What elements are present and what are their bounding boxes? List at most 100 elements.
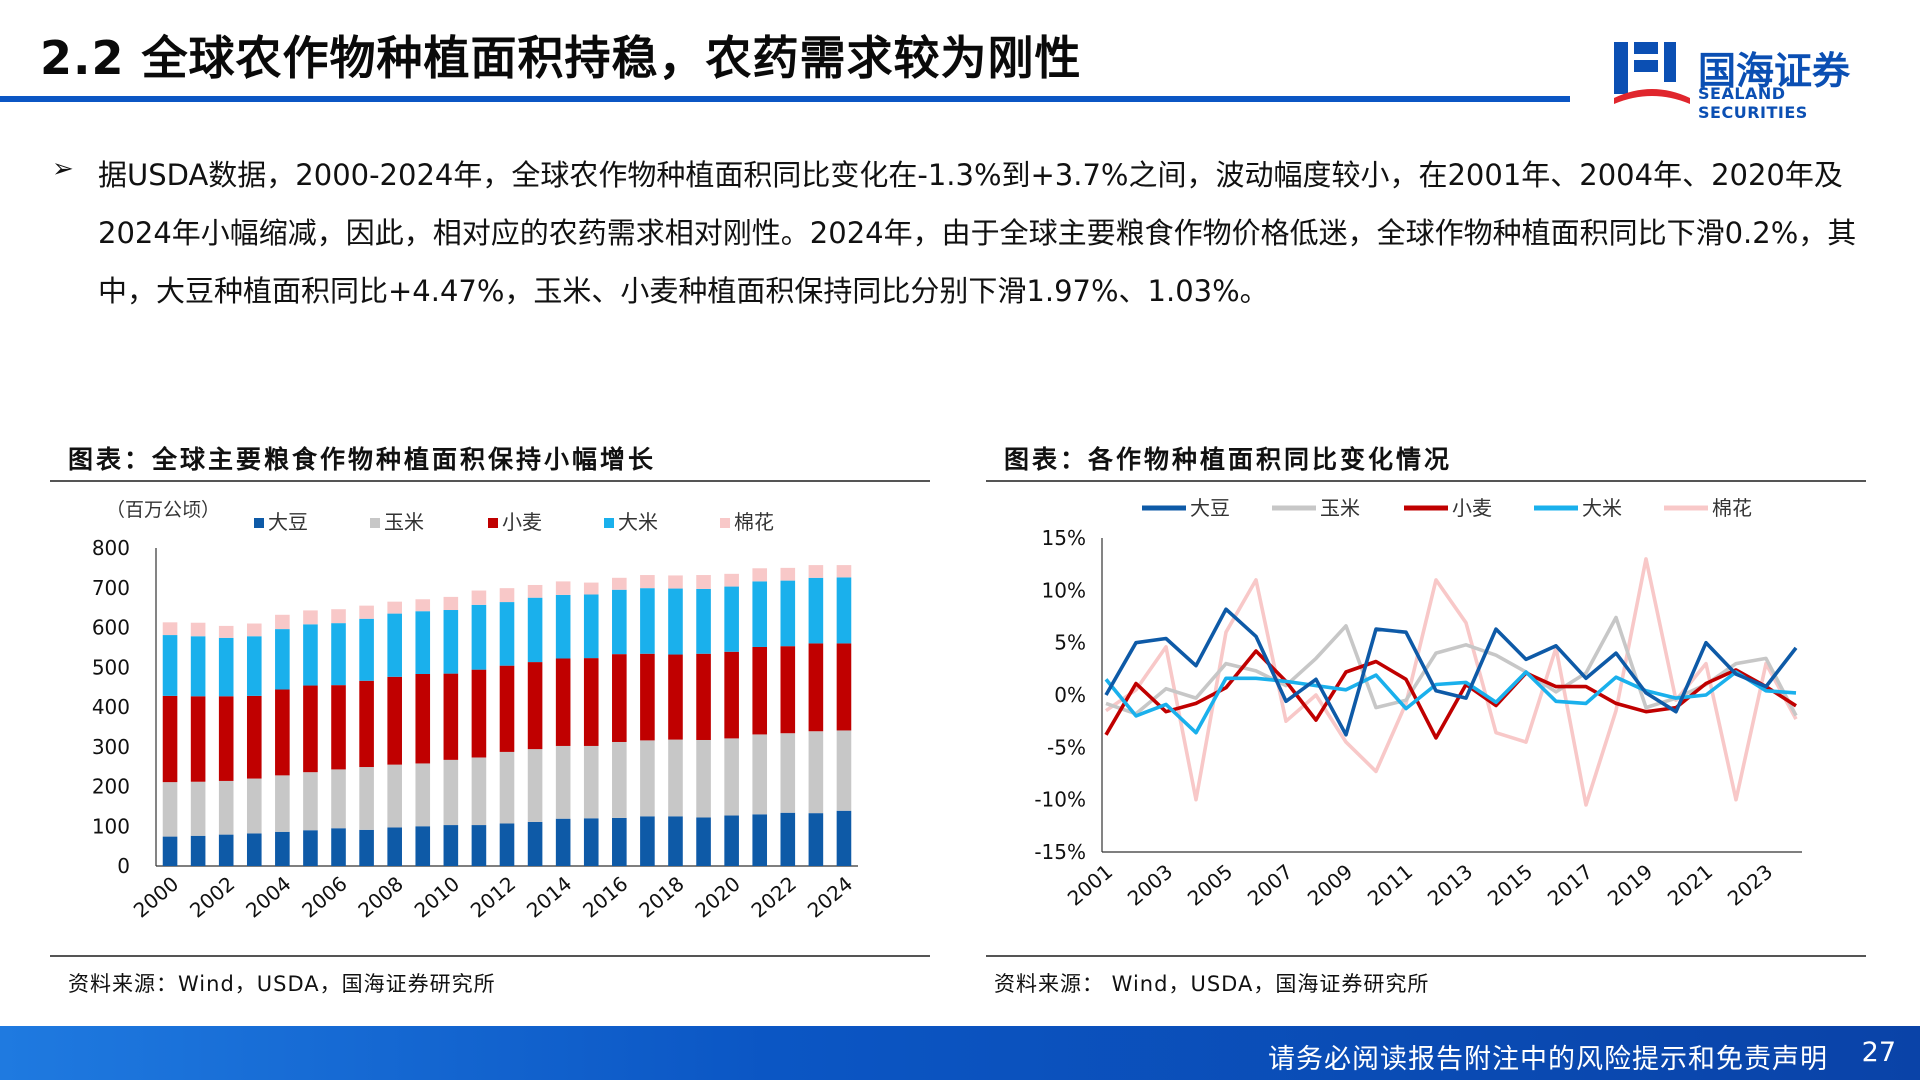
bar-segment-0 xyxy=(724,815,739,866)
series-line-0 xyxy=(1104,607,1798,737)
bar-segment-2 xyxy=(218,696,234,781)
bar-segment-4 xyxy=(555,581,571,595)
bar-segment-4 xyxy=(246,623,262,637)
left-chart-bottom-rule xyxy=(50,955,930,957)
bar-segment-4 xyxy=(668,575,683,589)
bar-segment-1 xyxy=(499,751,515,824)
bar-segment-4 xyxy=(583,582,599,595)
bar-segment-2 xyxy=(836,643,852,731)
bar-segment-1 xyxy=(387,764,402,828)
x-tick-label: 2024 xyxy=(803,871,857,922)
bar-segment-3 xyxy=(583,594,599,659)
y-tick-label: 5% xyxy=(1054,631,1086,655)
bar-segment-4 xyxy=(527,584,543,598)
bar-segment-0 xyxy=(836,810,852,866)
y-tick-label: 15% xyxy=(1042,526,1086,550)
y-unit-label: （百万公顷） xyxy=(106,499,220,521)
y-tick-label: 10% xyxy=(1042,578,1086,602)
bar-segment-2 xyxy=(640,653,655,741)
bar-segment-2 xyxy=(415,674,431,764)
legend-label-0: 大豆 xyxy=(1190,496,1230,520)
bar-segment-3 xyxy=(218,637,234,697)
bar-segment-3 xyxy=(555,594,571,659)
x-tick-label: 2011 xyxy=(1363,859,1417,910)
bar-segment-1 xyxy=(415,763,431,827)
bar-segment-4 xyxy=(696,575,711,589)
bar-segment-2 xyxy=(246,695,262,779)
bar-segment-2 xyxy=(190,696,206,782)
right-chart-bottom-rule xyxy=(986,955,1866,957)
bar-segment-1 xyxy=(555,745,571,819)
bar-segment-1 xyxy=(246,778,262,834)
x-tick-label: 2017 xyxy=(1543,859,1597,910)
bar-segment-4 xyxy=(752,568,768,582)
sealand-logo-icon xyxy=(1614,42,1690,104)
bar-segment-3 xyxy=(162,635,178,696)
brand-logo: 国海证券 SEALAND SECURITIES xyxy=(1612,36,1892,122)
disclaimer-link[interactable]: 请务必阅读报告附注中的风险提示和免责声明 xyxy=(1268,1044,1828,1075)
bar-segment-0 xyxy=(387,827,402,866)
bar-segment-1 xyxy=(668,739,683,817)
bar-segment-0 xyxy=(780,812,796,866)
footer-bar: 请务必阅读报告附注中的风险提示和免责声明 27 xyxy=(0,1026,1920,1080)
bar-segment-4 xyxy=(162,622,178,636)
bar-segment-0 xyxy=(218,834,234,866)
y-tick-label: 500 xyxy=(92,655,130,679)
bar-segment-3 xyxy=(415,611,431,675)
left-chart-top-rule xyxy=(50,480,930,482)
bar-segment-2 xyxy=(443,673,459,760)
logo-text-en: SEALAND SECURITIES xyxy=(1698,84,1808,122)
bar-segment-0 xyxy=(499,823,515,866)
bar-segment-0 xyxy=(303,830,318,866)
bar-segment-2 xyxy=(275,689,290,776)
y-tick-label: 300 xyxy=(92,735,130,759)
bar-segment-1 xyxy=(640,740,655,817)
bar-segment-4 xyxy=(808,565,824,578)
bar-segment-1 xyxy=(808,731,824,814)
y-tick-label: 600 xyxy=(92,616,130,640)
legend-label-2: 小麦 xyxy=(1452,496,1492,520)
bar-segment-0 xyxy=(471,825,487,866)
bar-segment-4 xyxy=(780,567,796,581)
series-line-1 xyxy=(1105,615,1798,717)
bar-segment-3 xyxy=(190,636,206,697)
bar-segment-0 xyxy=(331,828,346,866)
right-chart-title: 图表：各作物种植面积同比变化情况 xyxy=(1004,445,1453,474)
bar-segment-1 xyxy=(696,739,711,818)
stacked-area-bar-chart: （百万公顷） 大豆 玉米 小麦 大米 棉花 0 100 200 300 400 500 600 700 80… xyxy=(92,499,858,923)
y-tick-label: 0% xyxy=(1054,683,1086,707)
bar-segment-1 xyxy=(752,734,768,815)
bar-segment-0 xyxy=(612,817,627,866)
legend-swatch-1 xyxy=(370,518,380,528)
bar-segment-0 xyxy=(275,831,290,866)
bar-segment-3 xyxy=(387,613,402,677)
x-tick-label: 2009 xyxy=(1303,859,1357,910)
legend-swatch-0 xyxy=(254,518,264,528)
bar-segment-2 xyxy=(555,658,571,746)
bar-segment-2 xyxy=(808,643,824,732)
bar-segment-3 xyxy=(640,588,655,654)
x-tick-label: 2022 xyxy=(747,871,801,922)
legend-swatch-4 xyxy=(720,518,730,528)
y-tick-label: -5% xyxy=(1047,735,1086,759)
bar-segment-2 xyxy=(359,680,374,768)
bar-segment-0 xyxy=(443,825,459,866)
x-tick-label: 2007 xyxy=(1243,859,1297,910)
bar-segment-3 xyxy=(246,636,262,696)
x-tick-label: 2000 xyxy=(129,871,183,922)
bar-segment-4 xyxy=(443,596,459,611)
bar-segment-3 xyxy=(668,588,683,655)
bar-segment-4 xyxy=(612,577,627,590)
x-tick-label: 2016 xyxy=(578,871,632,922)
y-tick-label: -15% xyxy=(1034,840,1086,864)
bar-segment-3 xyxy=(527,597,543,663)
bar-segment-4 xyxy=(471,590,487,605)
y-tick-label: 200 xyxy=(92,775,130,799)
bar-segment-1 xyxy=(443,759,459,826)
bar-segment-0 xyxy=(246,833,262,866)
bar-segment-0 xyxy=(808,813,824,866)
bar-segment-1 xyxy=(780,733,796,813)
x-tick-label: 2004 xyxy=(241,871,295,922)
bar-segment-0 xyxy=(415,826,431,866)
left-chart-source: 资料来源：Wind，USDA，国海证券研究所 xyxy=(68,972,496,996)
